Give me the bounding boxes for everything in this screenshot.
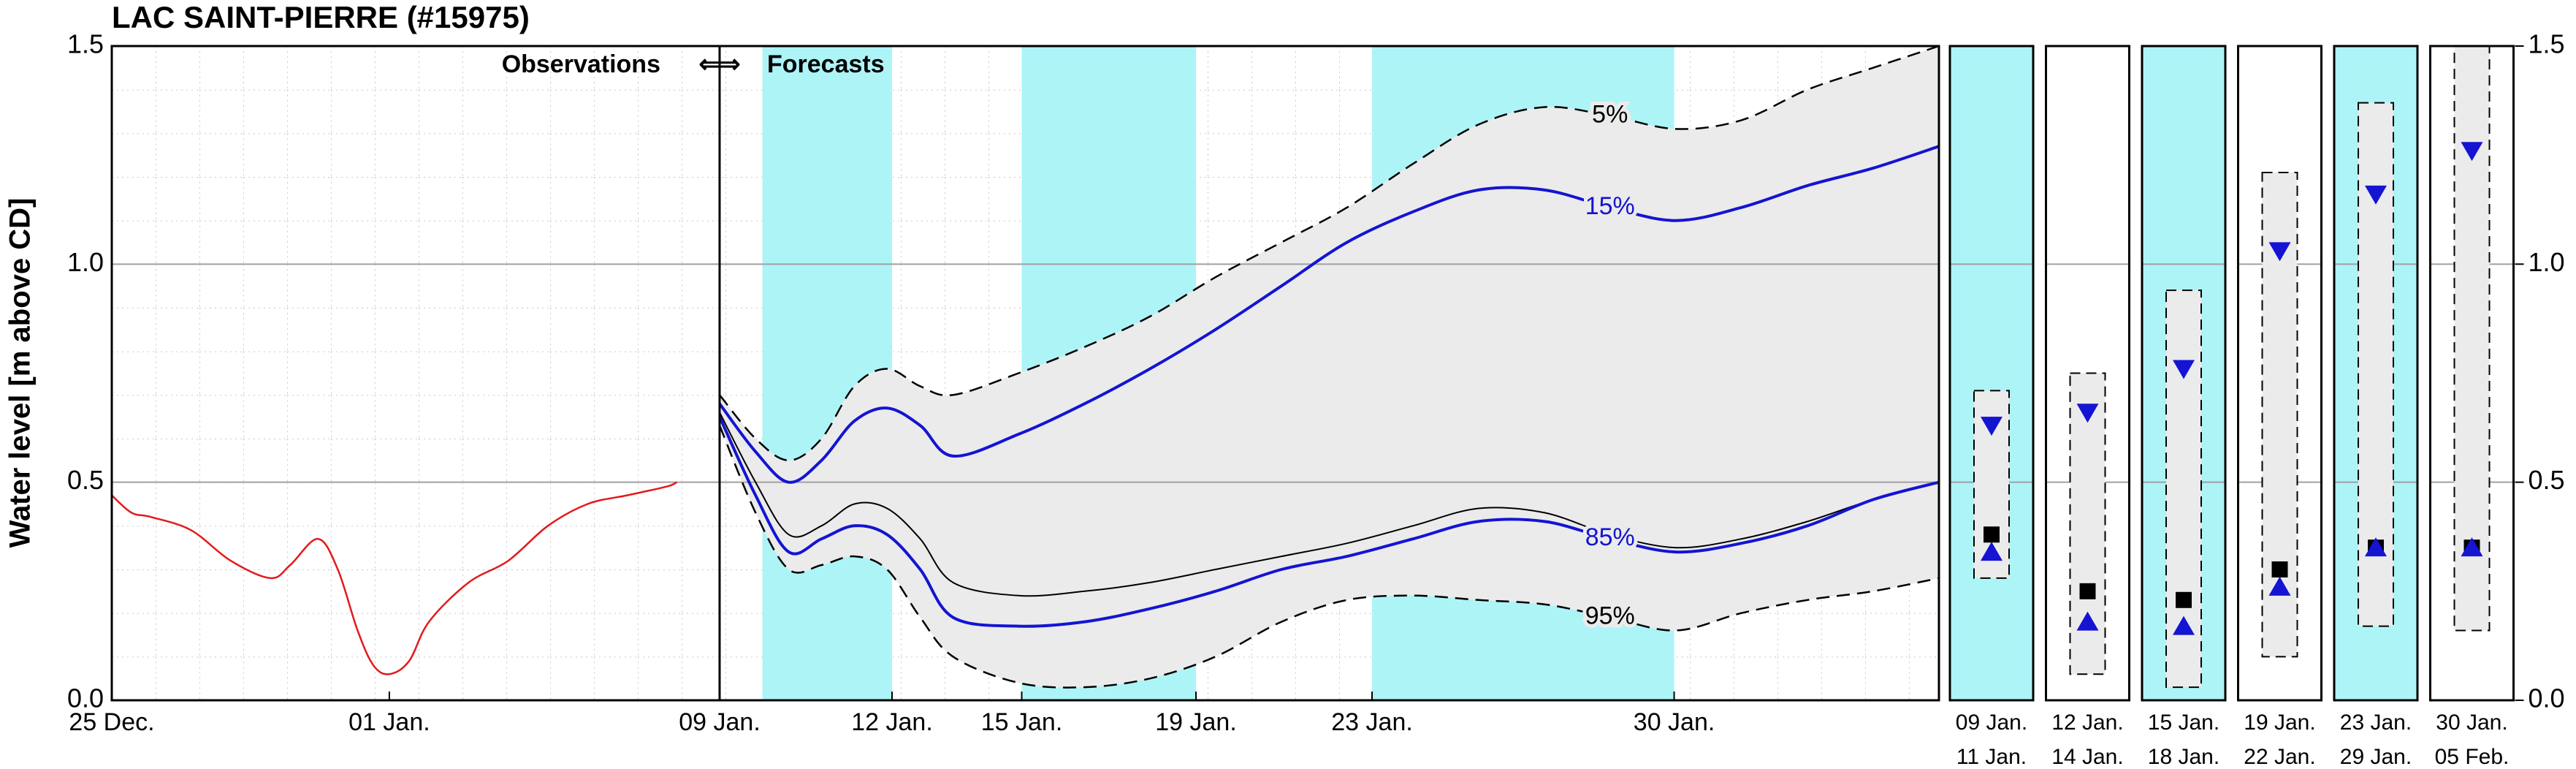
series-label: 85% <box>1585 523 1635 551</box>
y-tick-label: 1.0 <box>2529 247 2565 277</box>
forecast-line <box>719 412 1940 597</box>
panel-end-label: 29 Jan. <box>2340 745 2412 769</box>
spread-band <box>720 46 1939 688</box>
y-tick-label: 0.5 <box>2529 465 2565 495</box>
chart-title: LAC SAINT-PIERRE (#15975) <box>112 0 530 34</box>
forecast-line <box>718 145 1940 484</box>
panel-frame <box>2237 45 2322 702</box>
y-tick-label: 1.0 <box>67 247 104 277</box>
p85-marker <box>2268 576 2291 596</box>
panel <box>1950 46 2033 700</box>
annotation: ⇐⇒ <box>699 50 741 78</box>
forecast-period <box>762 46 893 700</box>
series-label: 5% <box>1592 100 1628 128</box>
x-tick-label: 01 Jan. <box>348 708 430 736</box>
y-tick-label: 1.5 <box>2529 29 2565 59</box>
forecast-line <box>718 416 1940 628</box>
x-tick-label: 25 Dec. <box>69 708 154 736</box>
p15-marker <box>1981 417 2003 436</box>
forecast-line <box>718 425 1940 689</box>
p15-marker <box>2076 404 2099 423</box>
panel-end-label: 14 Jan. <box>2051 745 2123 769</box>
panel-start-label: 12 Jan. <box>2051 711 2123 735</box>
panel-frame <box>2333 45 2419 702</box>
panel-end-label: 18 Jan. <box>2148 745 2219 769</box>
y-tick-label: 0.5 <box>67 465 104 495</box>
median-marker <box>1984 526 2000 543</box>
x-tick-label: 09 Jan. <box>679 708 761 736</box>
x-tick-label: 30 Jan. <box>1634 708 1715 736</box>
panel-end-label: 11 Jan. <box>1956 745 2027 769</box>
p85-marker <box>2173 615 2195 635</box>
x-tick-label: 23 Jan. <box>1331 708 1413 736</box>
panel-frame <box>2141 45 2227 702</box>
x-tick-label: 12 Jan. <box>851 708 933 736</box>
y-tick-label: 0.0 <box>2529 683 2565 713</box>
x-tick-label: 19 Jan. <box>1155 708 1237 736</box>
median-marker <box>2176 591 2192 608</box>
panel-start-label: 15 Jan. <box>2148 711 2219 735</box>
p15-marker <box>2268 242 2291 262</box>
plot-layer: 25 Dec. 01 Jan. 0.0 0.5 1.0 1.5 5% 15% 85% 95% 09 … <box>67 29 2565 769</box>
x-tick-label: 15 Jan. <box>981 708 1063 736</box>
p15-marker <box>2461 142 2483 162</box>
p15-marker <box>2365 185 2387 205</box>
panel-start-label: 19 Jan. <box>2244 711 2315 735</box>
median-marker <box>2271 561 2288 577</box>
y-axis-label: Water level [m above CD] <box>4 198 37 548</box>
panel-frame <box>1948 45 2035 702</box>
panel-frame <box>2045 45 2130 702</box>
panel-start-label: 23 Jan. <box>2340 711 2412 735</box>
y-tick-label: 1.5 <box>67 29 104 59</box>
annotation: Observations <box>502 50 660 78</box>
series-label: 95% <box>1585 602 1635 630</box>
p85-marker <box>1981 542 2003 561</box>
observed-line <box>111 481 677 675</box>
p85-marker <box>2365 537 2387 557</box>
panel-start-label: 09 Jan. <box>1956 711 2027 735</box>
y-tick-label: 0.0 <box>67 683 104 713</box>
plot-frame <box>110 45 1940 702</box>
p15-marker <box>2173 360 2195 379</box>
p85-marker <box>2076 611 2099 631</box>
annotation: Forecasts <box>767 50 885 78</box>
panel-frame <box>2429 45 2515 702</box>
panel-start-label: 30 Jan. <box>2436 711 2507 735</box>
panel-end-label: 05 Feb. <box>2435 745 2510 769</box>
forecast-line <box>719 45 1940 462</box>
p85-marker <box>2461 537 2483 557</box>
series-label: 15% <box>1585 192 1635 220</box>
median-marker <box>2079 583 2096 599</box>
panel-end-label: 22 Jan. <box>2244 745 2315 769</box>
